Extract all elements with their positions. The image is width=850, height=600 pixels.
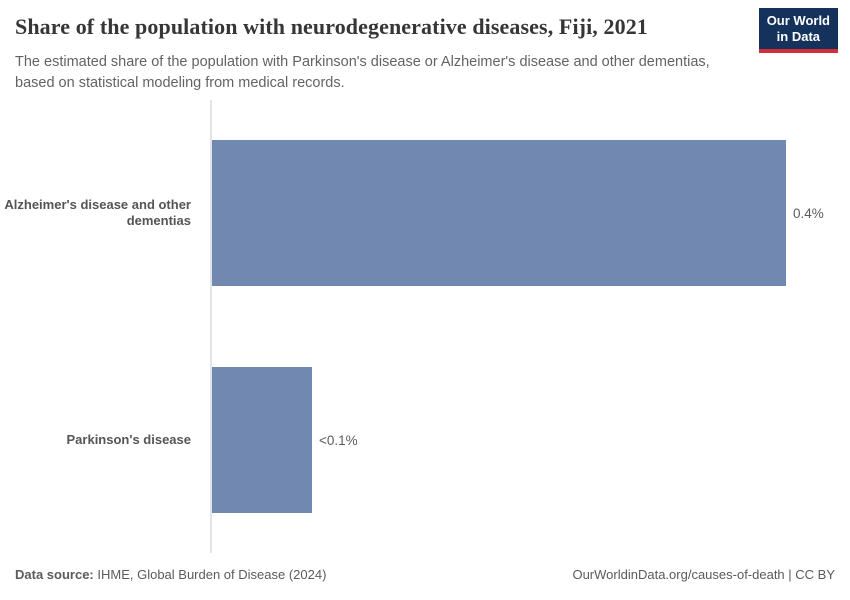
owid-logo-line1: Our World [766, 13, 830, 28]
owid-logo-line2: in Data [776, 29, 821, 44]
y-axis-line [210, 100, 212, 553]
bar-value-label: 0.4% [793, 205, 824, 221]
chart-footer: Data source: IHME, Global Burden of Dise… [15, 567, 835, 582]
bar [212, 140, 786, 286]
category-label-parkinsons: Parkinson's disease [66, 432, 192, 447]
chart-subtitle: The estimated share of the population wi… [15, 54, 710, 91]
bar [212, 367, 312, 513]
data-source-value: IHME, Global Burden of Disease (2024) [93, 567, 327, 582]
license-note: OurWorldinData.org/causes-of-death | CC … [572, 567, 835, 582]
data-source-label: Data source: [15, 567, 94, 582]
bar-row-alzheimers: 0.4% [212, 140, 850, 286]
data-source-note: Data source: IHME, Global Burden of Dise… [15, 567, 326, 582]
chart-title: Share of the population with neurodegene… [15, 14, 648, 39]
bar-value-label: <0.1% [319, 432, 358, 448]
owid-logo: Our World in Data [758, 8, 838, 53]
category-label-alzheimers: Alzheimer's disease and other dementias [4, 197, 191, 228]
bar-row-parkinsons: <0.1% [212, 367, 850, 513]
